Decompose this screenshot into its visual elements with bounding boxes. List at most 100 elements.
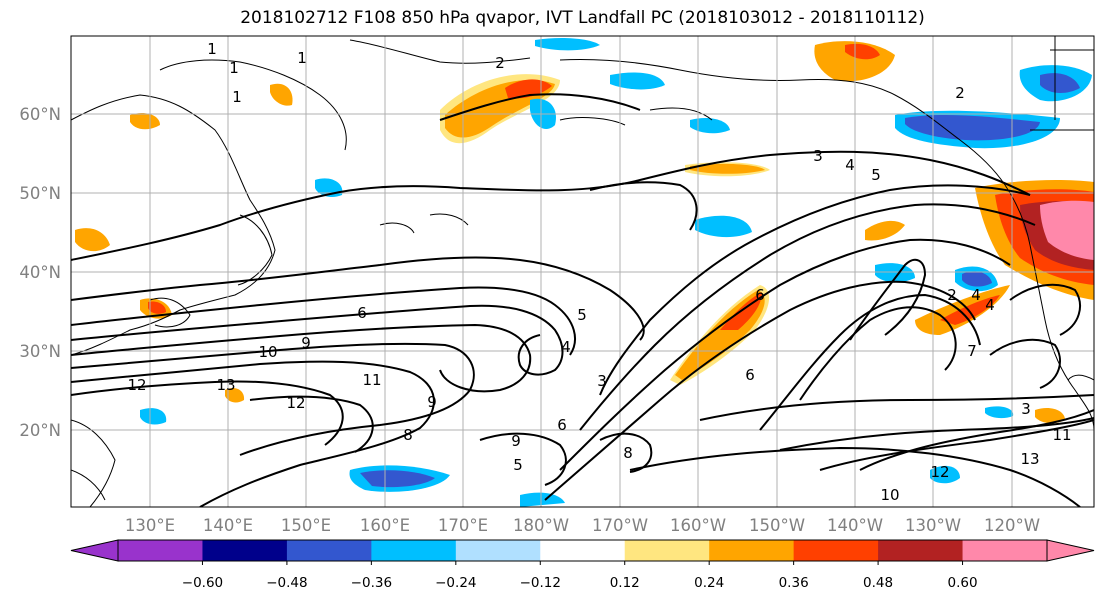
fill-patch: [962, 271, 992, 287]
colorbar-segment: [286, 540, 372, 561]
fill-patch: [535, 37, 600, 51]
contour-label: 9: [511, 432, 521, 450]
contour-label: 4: [845, 156, 855, 174]
contour-label: 7: [967, 342, 977, 360]
colorbar-frame: [117, 539, 1048, 562]
colorbar: [70, 539, 1095, 562]
lon-label: 150°E: [281, 516, 331, 535]
coastline: [559, 58, 1006, 186]
contour-label: 5: [513, 456, 523, 474]
colorbar-segment: [540, 540, 626, 561]
fill-patch: [930, 465, 960, 484]
coastline: [159, 59, 347, 151]
contour-label: 4: [561, 338, 571, 356]
contour-label: 1: [297, 49, 307, 67]
colorbar-segment: [624, 540, 710, 561]
contour-line: [71, 360, 435, 507]
contour-line: [589, 181, 698, 231]
contour-line: [629, 446, 1081, 507]
lon-label: 180°W: [513, 516, 569, 535]
lon-label: 160°E: [360, 516, 410, 535]
contour-label: 12: [286, 394, 305, 412]
contour-label: 3: [813, 147, 823, 165]
coastline: [649, 107, 713, 121]
coastline: [429, 213, 469, 226]
fill-patch: [695, 215, 752, 238]
colorbar-tick-label: −0.60: [182, 575, 223, 591]
ivt-contours: [71, 93, 1094, 507]
colorbar-tick-label: −0.36: [351, 575, 392, 591]
fill-patch: [360, 470, 435, 488]
fill-patch: [610, 72, 665, 90]
coastline: [71, 469, 106, 501]
contour-label: 6: [745, 366, 755, 384]
contour-line: [579, 203, 1036, 431]
colorbar-tick-label: 0.24: [694, 575, 724, 591]
fill-patch: [985, 406, 1014, 419]
lon-label: 140°E: [203, 516, 253, 535]
contour-line: [71, 304, 564, 376]
contour-label: 2: [495, 54, 505, 72]
fill-patch: [940, 295, 1000, 325]
contour-label: 8: [623, 444, 633, 462]
contour-label: 1: [207, 40, 217, 58]
contour-label: 3: [597, 372, 607, 390]
fill-patch: [905, 115, 1040, 141]
contour-line: [249, 395, 374, 453]
coastline: [1067, 374, 1094, 381]
contour-label: 5: [871, 166, 881, 184]
lon-label: 130°W: [905, 516, 961, 535]
lon-label: 170°E: [438, 516, 488, 535]
contour-line: [599, 432, 653, 473]
contour-label: 1: [229, 59, 239, 77]
lon-label: 130°E: [125, 516, 175, 535]
longitude-labels: 130°E 140°E 150°E 160°E 170°E 180°W 170°W 160°W…: [125, 516, 1040, 535]
coastline: [559, 117, 626, 126]
coastline: [1004, 184, 1094, 431]
contour-label: 6: [557, 416, 567, 434]
contour-label: 9: [301, 334, 311, 352]
contour-line: [71, 342, 475, 456]
coastlines: [71, 36, 1094, 507]
contour-line: [71, 286, 576, 356]
colorbar-tick-label: 0.48: [863, 575, 893, 591]
lat-label: 20°N: [19, 421, 61, 440]
contour-label: 2: [947, 286, 957, 304]
colorbar-tick-label: 0.60: [948, 575, 978, 591]
contour-label: 6: [357, 304, 367, 322]
contour-line: [71, 380, 344, 446]
contour-line: [699, 394, 1094, 421]
gridlines: [71, 36, 1094, 507]
colorbar-segment: [118, 540, 203, 561]
contour-label: 4: [971, 286, 981, 304]
lon-label: 160°W: [670, 516, 726, 535]
fill-patch: [845, 43, 880, 60]
fill-patch: [1040, 200, 1094, 260]
contour-label: 1: [232, 88, 242, 106]
anomaly-fills: [75, 37, 1094, 507]
lon-label: 120°W: [984, 516, 1040, 535]
contour-label: 13: [1020, 450, 1039, 468]
lon-label: 170°W: [592, 516, 648, 535]
fill-patch: [1035, 408, 1065, 424]
colorbar-tick-label: 0.12: [610, 575, 640, 591]
contour-line: [71, 150, 1031, 261]
contour-line: [71, 323, 532, 393]
plot-title: 2018102712 F108 850 hPa qvapor, IVT Land…: [240, 8, 925, 28]
coastline: [379, 222, 415, 234]
coastline: [71, 419, 116, 507]
contour-line: [849, 258, 927, 341]
lat-label: 30°N: [19, 342, 61, 361]
coastline: [71, 94, 276, 356]
contour-label: 9: [427, 393, 437, 411]
contour-line: [439, 93, 641, 121]
map-frame: [70, 35, 1095, 508]
colorbar-segment: [962, 540, 1048, 561]
fill-patch: [225, 388, 245, 403]
contour-line: [479, 432, 567, 486]
contour-label: 10: [880, 486, 899, 504]
colorbar-extend-left: [70, 539, 119, 562]
lon-label: 140°W: [827, 516, 883, 535]
contour-label: 13: [216, 376, 235, 394]
